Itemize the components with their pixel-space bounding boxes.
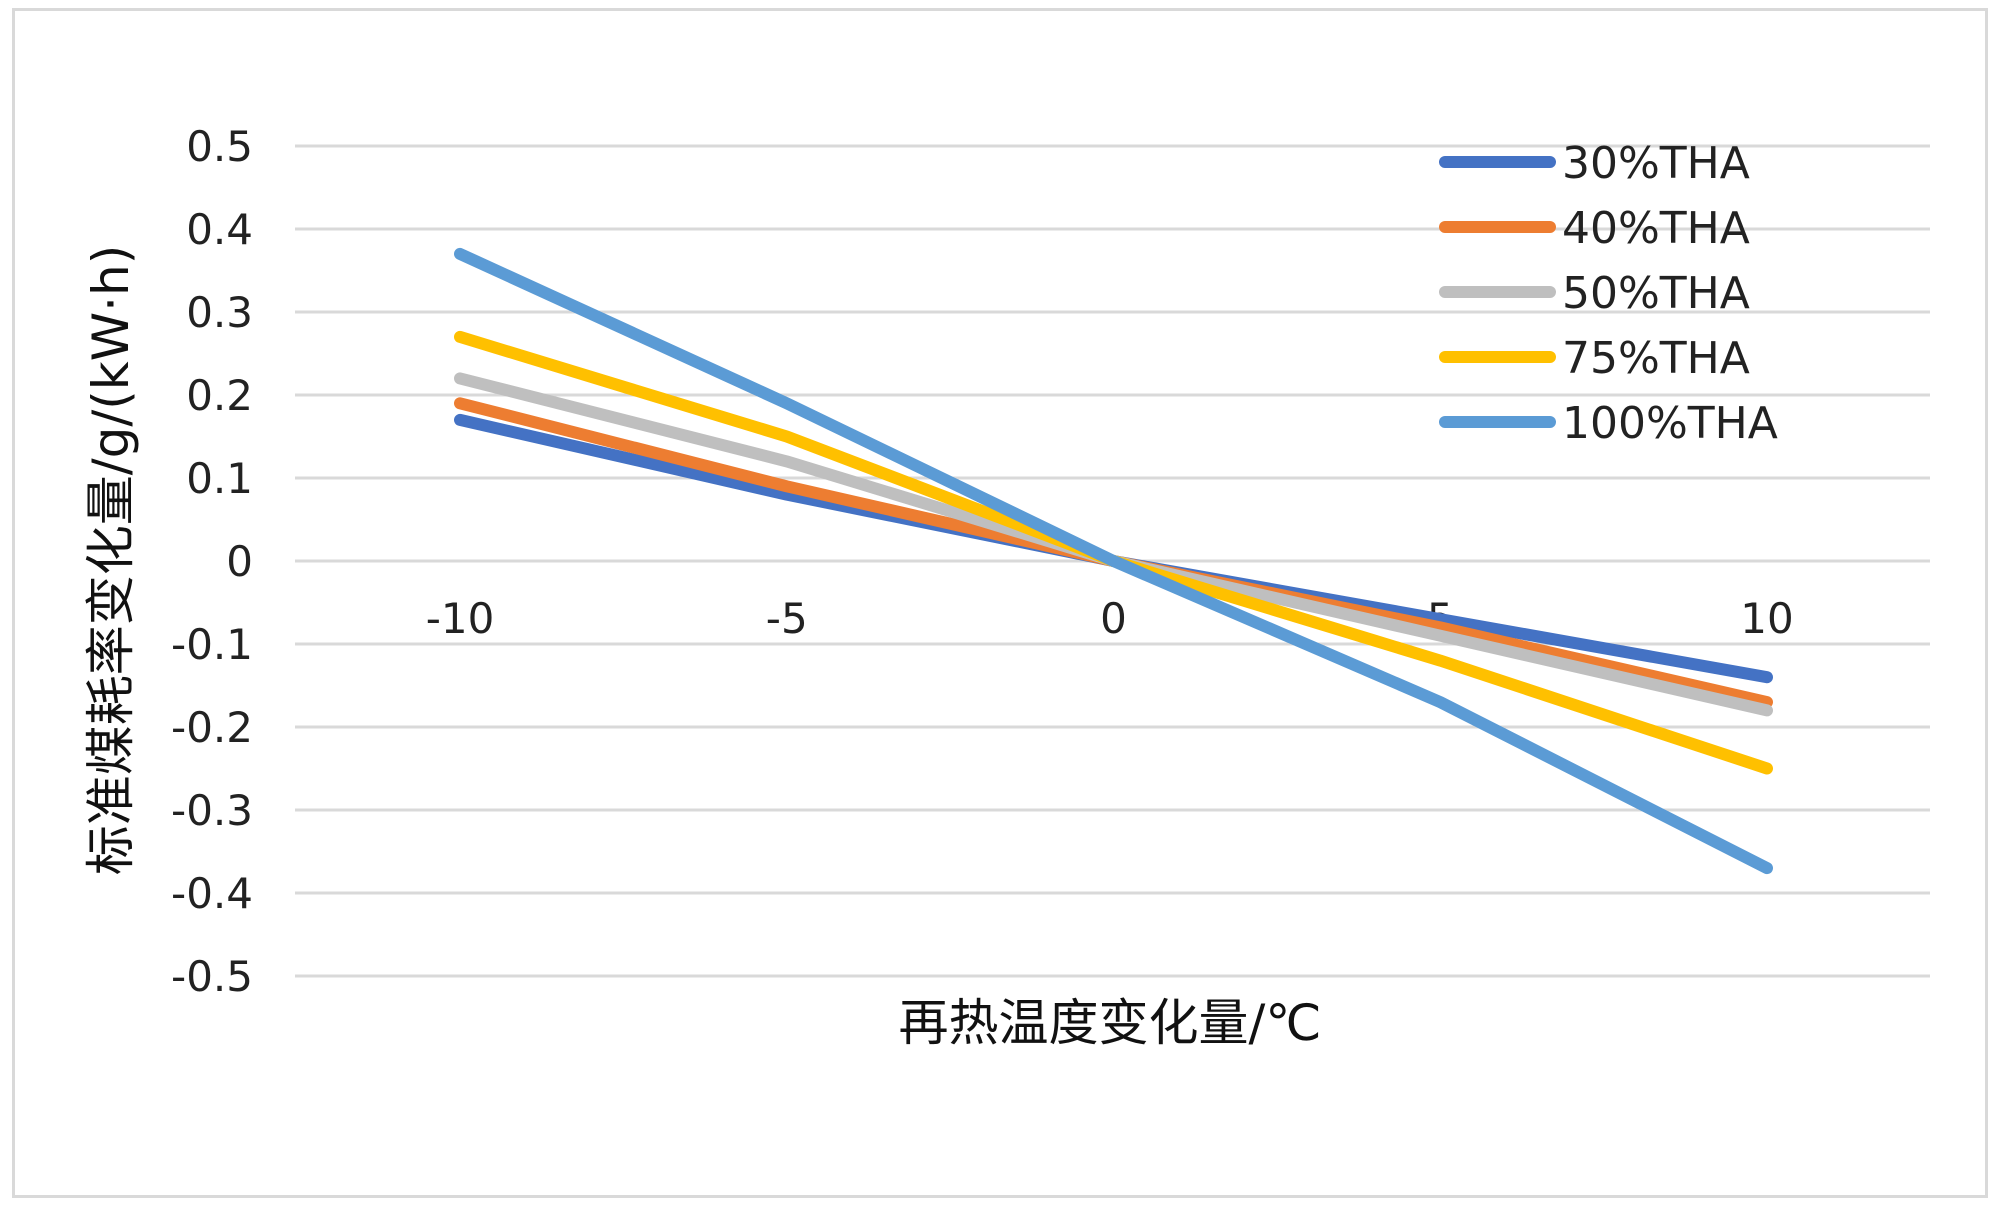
x-tick-label: 0 [1100, 594, 1127, 643]
x-tick-label: 10 [1740, 594, 1793, 643]
x-tick-label: -10 [426, 594, 495, 643]
legend-label: 75%THA [1562, 333, 1750, 384]
y-tick-label: -0.3 [171, 786, 253, 835]
legend-label: 40%THA [1562, 203, 1750, 254]
y-tick-label: 0.1 [186, 454, 253, 503]
chart-frame [12, 8, 1988, 1198]
x-axis-title: 再热温度变化量/℃ [899, 994, 1322, 1052]
y-tick-label: 0.4 [186, 205, 253, 254]
x-axis-tick-labels: -10 -5 0 5 10 [426, 594, 1794, 643]
y-axis-tick-labels: 0.5 0.4 0.3 0.2 0.1 0 -0.1 -0.2 -0.3 -0.4 -0.5 [171, 122, 253, 1001]
y-axis-title: 标准煤耗率变化量/g/(kW·h) [82, 245, 140, 875]
legend-label: 30%THA [1562, 138, 1750, 189]
gridlines [295, 144, 1930, 978]
legend-label: 50%THA [1562, 268, 1750, 319]
y-tick-label: -0.5 [171, 952, 253, 1001]
legend-label: 100%THA [1562, 398, 1778, 449]
series-line-100%THA [454, 247, 1773, 875]
y-tick-label: -0.4 [171, 869, 253, 918]
y-tick-label: 0.3 [186, 288, 253, 337]
y-tick-label: -0.1 [171, 620, 253, 669]
y-tick-label: 0.2 [186, 371, 253, 420]
y-tick-label: 0 [226, 537, 253, 586]
legend: 30%THA 40%THA 50%THA 75%THA 100%THA [1439, 138, 1778, 449]
y-tick-label: -0.2 [171, 703, 253, 752]
series-lines [454, 247, 1773, 875]
x-tick-label: -5 [766, 594, 808, 643]
y-tick-label: 0.5 [186, 122, 253, 171]
